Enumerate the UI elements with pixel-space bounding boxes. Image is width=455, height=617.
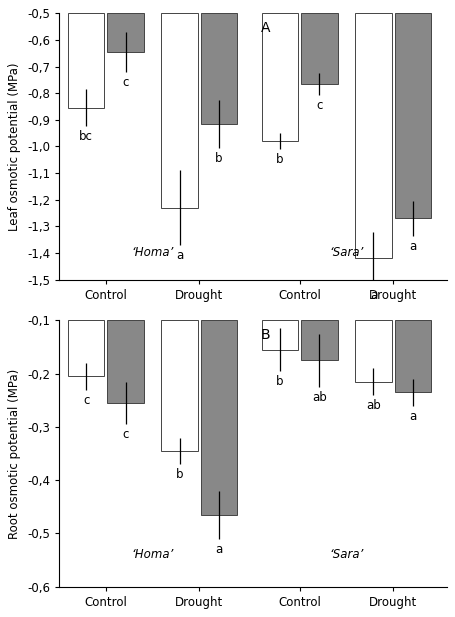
Bar	[201, 320, 238, 515]
Bar	[68, 320, 105, 376]
Bar	[107, 14, 144, 52]
Bar	[355, 14, 392, 259]
Text: b: b	[215, 152, 223, 165]
Text: a: a	[370, 289, 377, 302]
Text: b: b	[176, 468, 183, 481]
Text: a: a	[410, 410, 416, 423]
Bar	[355, 320, 392, 382]
Y-axis label: Leaf osmotic potential (MPa): Leaf osmotic potential (MPa)	[8, 62, 21, 231]
Text: b: b	[276, 153, 283, 166]
Bar	[394, 320, 431, 392]
Bar	[301, 14, 338, 84]
Text: ‘Sara’: ‘Sara’	[329, 548, 364, 561]
Bar	[262, 320, 298, 350]
Bar	[201, 14, 238, 124]
Text: c: c	[122, 76, 129, 89]
Text: ‘Homa’: ‘Homa’	[131, 246, 174, 259]
Text: ‘Sara’: ‘Sara’	[329, 246, 364, 259]
Text: bc: bc	[79, 130, 93, 144]
Text: c: c	[83, 394, 89, 407]
Bar	[161, 320, 198, 451]
Text: c: c	[122, 428, 129, 441]
Text: a: a	[410, 239, 416, 252]
Bar	[262, 14, 298, 141]
Bar	[394, 14, 431, 218]
Text: c: c	[316, 99, 323, 112]
Text: a: a	[216, 543, 223, 556]
Text: A: A	[261, 22, 270, 35]
Text: a: a	[176, 249, 183, 262]
Bar	[301, 320, 338, 360]
Text: b: b	[276, 375, 283, 388]
Text: ‘Homa’: ‘Homa’	[131, 548, 174, 561]
Text: ab: ab	[312, 391, 327, 404]
Bar	[161, 14, 198, 208]
Text: ab: ab	[366, 399, 381, 412]
Bar	[68, 14, 105, 108]
Y-axis label: Root osmotic potential (MPa): Root osmotic potential (MPa)	[9, 368, 21, 539]
Text: B: B	[261, 328, 270, 342]
Bar	[107, 320, 144, 403]
